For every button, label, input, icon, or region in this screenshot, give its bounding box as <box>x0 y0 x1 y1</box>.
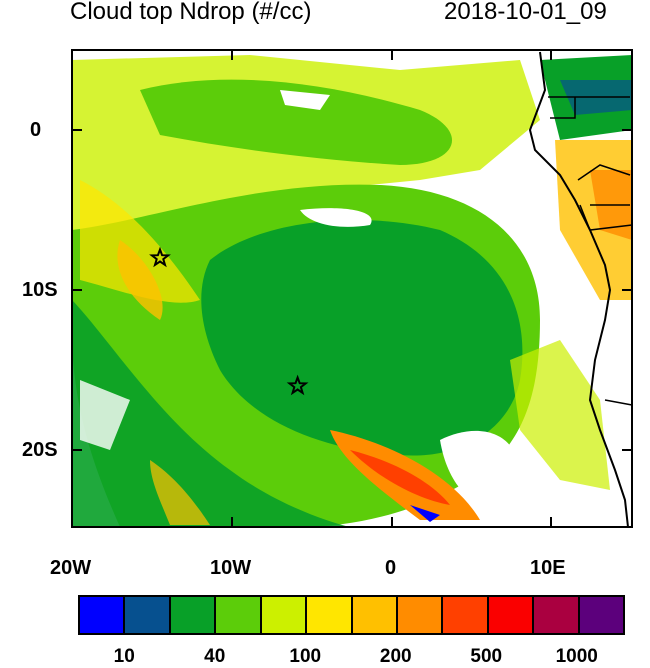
colorbar-swatch <box>80 597 124 633</box>
lat-label: 10S <box>22 279 58 301</box>
colorbar-label: 500 <box>470 646 503 667</box>
colorbar-swatch <box>170 597 215 633</box>
lat-label: 0 <box>30 119 42 141</box>
colorbar-swatch <box>397 597 442 633</box>
colorbar-label: 40 <box>204 646 226 667</box>
star-marker-icon <box>149 246 171 268</box>
colorbar-label: 1000 <box>555 646 598 667</box>
colorbar-label: 200 <box>379 646 412 667</box>
cloud-field <box>72 55 632 527</box>
colorbar-swatch <box>216 597 260 633</box>
lon-label: 20W <box>50 557 92 579</box>
map-plot <box>71 49 633 528</box>
colorbar-swatch <box>488 597 533 633</box>
colorbar-swatch <box>352 597 396 633</box>
map-frame <box>71 49 633 528</box>
star-marker-icon <box>286 374 309 396</box>
lat-label: 20S <box>22 439 58 461</box>
colorbar <box>78 595 625 635</box>
lon-label: 10E <box>530 557 566 579</box>
lon-label: 10W <box>210 557 252 579</box>
lon-label: 0 <box>385 557 397 579</box>
map-timestamp: 2018-10-01_09 <box>444 0 607 25</box>
colorbar-label: 100 <box>289 646 322 667</box>
map-title: Cloud top Ndrop (#/cc) <box>70 0 312 25</box>
colorbar-swatch <box>579 597 624 633</box>
colorbar-label: 10 <box>113 646 135 667</box>
colorbar-swatch <box>443 597 487 633</box>
colorbar-swatch <box>125 597 169 633</box>
colorbar-swatch <box>307 597 351 633</box>
country-borders <box>548 96 633 406</box>
colorbar-swatch <box>261 597 306 633</box>
colorbar-swatch <box>534 597 578 633</box>
coastline <box>528 51 629 528</box>
